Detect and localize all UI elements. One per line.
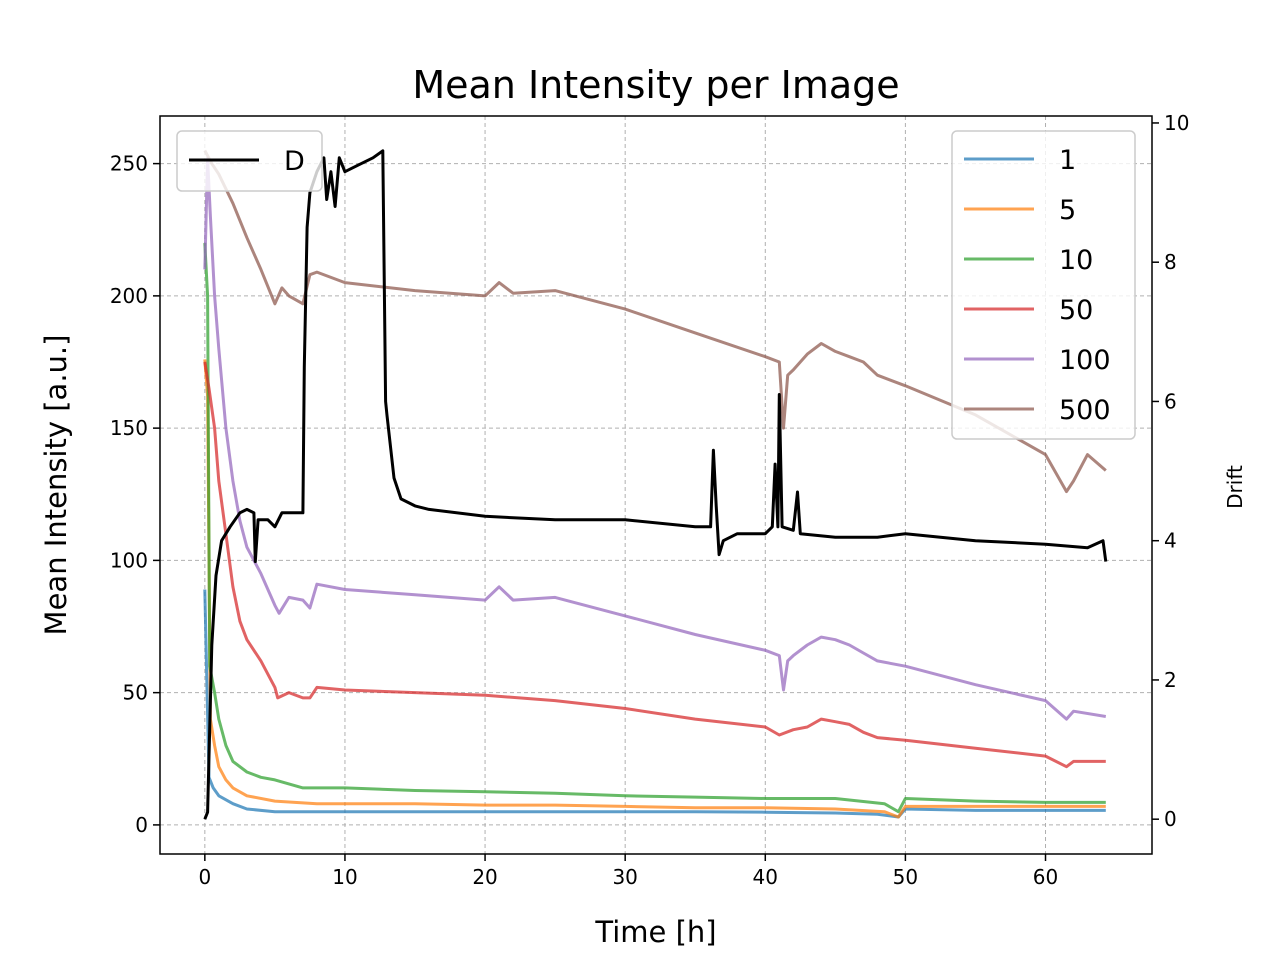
x-axis-label: Time [h]	[594, 915, 716, 949]
legend-label-1: 1	[1059, 145, 1076, 176]
y2-tick-label: 8	[1164, 250, 1177, 274]
y2-tick-label: 2	[1164, 668, 1177, 692]
plot-frame	[159, 115, 1153, 855]
x-axis: 0 10 20 30 40 50 60	[198, 854, 1058, 889]
y2-tick-label: 10	[1164, 111, 1189, 135]
y-tick-label: 200	[110, 284, 148, 308]
series-line-500	[203, 149, 1107, 494]
y-axis-right: 0 2 4 6 8 10	[1152, 111, 1189, 831]
series-line-5	[203, 359, 1106, 819]
legend-left: D	[176, 130, 323, 192]
y-tick-label: 50	[123, 681, 148, 705]
y2-tick-label: 4	[1164, 529, 1177, 553]
x-tick-label: 60	[1033, 865, 1058, 889]
legend-right: 1 5 10 50 100 500	[951, 130, 1136, 440]
x-tick-label: 20	[472, 865, 497, 889]
legend-label-5: 5	[1059, 195, 1076, 226]
y-tick-label: 0	[135, 813, 148, 837]
chart-title: Mean Intensity per Image	[412, 63, 899, 107]
x-tick-label: 10	[332, 865, 357, 889]
y-axis-left: 0 50 100 150 200 250	[110, 152, 160, 837]
x-tick-label: 50	[893, 865, 918, 889]
x-tick-label: 30	[612, 865, 637, 889]
y2-tick-label: 6	[1164, 389, 1177, 413]
series-line-100	[203, 156, 1107, 721]
y2-tick-label: 0	[1164, 807, 1177, 831]
series-line-10	[203, 242, 1106, 814]
legend-label-50: 50	[1059, 295, 1093, 326]
series-line-D	[203, 149, 1108, 820]
y2-axis-label: Drift	[1223, 465, 1247, 509]
x-tick-label: 0	[198, 865, 211, 889]
y-tick-label: 100	[110, 548, 148, 572]
y-tick-label: 250	[110, 152, 148, 176]
legend-label-500: 500	[1059, 395, 1111, 426]
y-axis-label: Mean Intensity [a.u.]	[39, 335, 73, 636]
legend-label-100: 100	[1059, 345, 1111, 376]
x-tick-label: 40	[753, 865, 778, 889]
series-layer	[203, 149, 1108, 820]
series-line-50	[203, 361, 1106, 769]
y-tick-label: 150	[110, 416, 148, 440]
legend-label-10: 10	[1059, 245, 1093, 276]
legend-label-D: D	[284, 146, 305, 177]
